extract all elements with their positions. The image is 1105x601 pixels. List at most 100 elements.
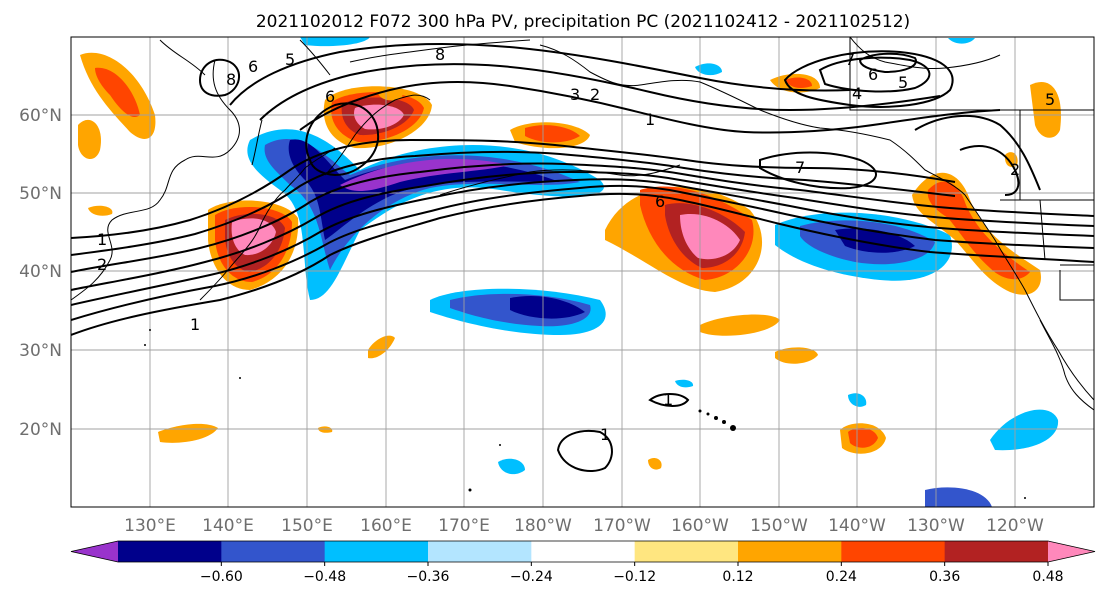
coastline-japan xyxy=(199,167,306,301)
positive-canada-right xyxy=(1004,152,1018,167)
colorbar-tick-label: −0.24 xyxy=(510,569,553,585)
negative-small-4 xyxy=(675,379,694,388)
lat-label: 40°N xyxy=(19,262,62,282)
pv-contour-ne-3 xyxy=(858,52,917,74)
latitude-labels: 60°N 50°N 40°N 30°N 20°N xyxy=(19,106,62,440)
islands xyxy=(144,329,1026,499)
coastline-mexico xyxy=(1039,319,1094,411)
contour-label: 7 xyxy=(845,50,855,69)
pv-contour-east-2 xyxy=(959,145,1020,196)
border-canada xyxy=(849,37,1094,200)
colorbar-extend-low xyxy=(71,541,118,562)
pv-contour-cutoff-1 xyxy=(198,58,240,97)
positive-mid-east xyxy=(700,314,780,336)
positive-small-3 xyxy=(88,205,113,216)
pv-contour-ne-2 xyxy=(818,56,931,93)
contour-label: 6 xyxy=(248,57,258,76)
positive-small-1 xyxy=(368,335,395,359)
lon-label: 160°E xyxy=(360,516,412,536)
lon-label: 160°W xyxy=(671,516,729,536)
lon-label: 130°W xyxy=(907,516,965,536)
colorbar: −0.60 −0.48 −0.36 −0.24 −0.12 0.12 0.24 0.36 0.4… xyxy=(70,540,1096,585)
colorbar-segment xyxy=(428,541,532,562)
colorbar-tick-label: −0.36 xyxy=(407,569,450,585)
lon-label: 140°W xyxy=(828,516,886,536)
lon-label: 130°E xyxy=(124,516,176,536)
border-canada-us xyxy=(1000,199,1094,301)
contour-label: 1 xyxy=(600,425,610,444)
pv-contour-10 xyxy=(229,42,851,106)
colorbar-tick-label: −0.60 xyxy=(200,569,243,585)
lon-label: 170°W xyxy=(593,516,651,536)
contour-label: 2 xyxy=(590,85,600,104)
contour-label: 6 xyxy=(655,192,665,211)
colorbar-segment xyxy=(634,541,739,562)
positive-mid-east-2 xyxy=(775,347,818,364)
positive-bering-red xyxy=(525,125,580,143)
negative-midpacific-navy xyxy=(510,295,585,319)
colorbar-segment xyxy=(118,541,222,562)
colorbar-tick-label: 0.36 xyxy=(929,569,960,585)
contour-label: 6 xyxy=(868,65,878,84)
negative-kamchatka-top xyxy=(300,37,370,47)
longitude-labels: 130°E 140°E 150°E 160°E 170°E 180°W 170°… xyxy=(124,516,1044,536)
coastlines xyxy=(71,37,1094,411)
negative-small-3 xyxy=(695,63,722,76)
contour-label: 8 xyxy=(226,70,236,89)
positive-japan-pink xyxy=(231,218,276,256)
contour-label: 6 xyxy=(325,87,335,106)
negative-bottom xyxy=(925,487,992,507)
pv-contour-7 xyxy=(71,138,956,239)
pv-contour-ne-1 xyxy=(783,50,954,108)
colorbar-tick-label: 0.24 xyxy=(826,569,857,585)
positive-left-small xyxy=(78,119,101,160)
colorbar-segment xyxy=(531,541,636,562)
contour-label: 7 xyxy=(795,158,805,177)
map-frame xyxy=(70,36,1095,508)
positive-hawaii-east-red xyxy=(848,428,878,448)
lat-label: 20°N xyxy=(19,420,62,440)
colorbar-segment xyxy=(324,541,429,562)
pv-contour-cutoff-2 xyxy=(305,102,380,177)
pv-contour-east-1 xyxy=(914,114,1041,191)
anomaly-fills xyxy=(78,37,1061,507)
pv-contour-2 xyxy=(71,184,1094,321)
contour-label: 1 xyxy=(663,390,673,409)
contour-label: 1 xyxy=(97,230,107,249)
colorbar-segments xyxy=(70,540,1096,563)
pv-contour-hawaii xyxy=(556,430,613,472)
colorbar-segment xyxy=(221,541,326,562)
colorbar-ticks: −0.60 −0.48 −0.36 −0.24 −0.12 0.12 0.24 0.36 0.4… xyxy=(200,562,1064,585)
contour-label: 2 xyxy=(97,255,107,274)
lat-label: 50°N xyxy=(19,184,62,204)
colorbar-tick-label: −0.48 xyxy=(303,569,346,585)
colorbar-tick-label: −0.12 xyxy=(613,569,656,585)
colorbar-segment xyxy=(944,541,1049,562)
colorbar-tick-label: 0.48 xyxy=(1032,569,1063,585)
positive-small-2 xyxy=(648,457,662,470)
lon-label: 140°E xyxy=(202,516,254,536)
negative-southeast xyxy=(990,409,1059,451)
pv-contour-alaska-loop xyxy=(759,151,877,190)
lon-label: 180°W xyxy=(514,516,572,536)
pv-contour-hawaii-2 xyxy=(648,393,690,407)
colorbar-extend-high xyxy=(1048,541,1095,562)
map-panel: 8 6 5 6 8 3 2 1 7 6 5 4 1 2 1 6 1 1 2 7 xyxy=(19,36,1095,536)
figure-title: 2021102012 F072 300 hPa PV, precipitatio… xyxy=(256,12,910,32)
lon-label: 150°E xyxy=(281,516,333,536)
pv-contour-4 xyxy=(71,170,1094,291)
lon-label: 120°W xyxy=(986,516,1044,536)
coastline-siberia xyxy=(349,39,531,63)
contour-label: 1 xyxy=(190,315,200,334)
coastline-sakhalin xyxy=(251,119,263,166)
coastline-bc-coast xyxy=(964,194,1094,401)
negative-small-1 xyxy=(498,458,525,475)
coastline-canada-north xyxy=(849,37,1001,69)
contour-label: 4 xyxy=(852,84,862,103)
contour-label: 3 xyxy=(570,85,580,104)
colorbar-outline xyxy=(70,540,1096,563)
contour-labels: 8 6 5 6 8 3 2 1 7 6 5 4 1 2 1 6 1 1 2 7 xyxy=(97,45,1055,444)
lat-label: 60°N xyxy=(19,106,62,126)
coastline-kamchatka xyxy=(299,39,431,176)
colorbar-segment xyxy=(738,541,842,562)
